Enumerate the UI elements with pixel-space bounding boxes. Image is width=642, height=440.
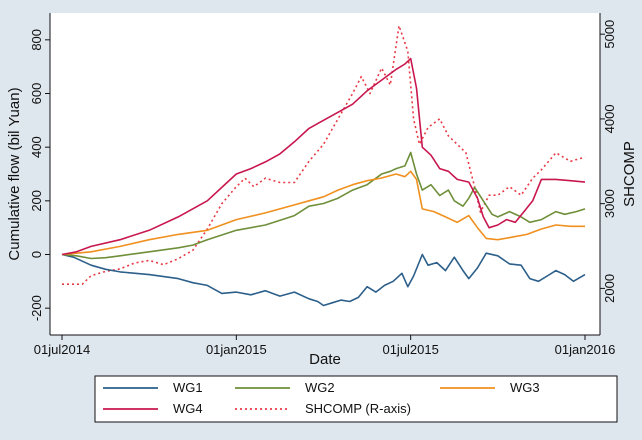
y-left-tick-label: -200: [29, 295, 44, 321]
legend-label: WG4: [173, 401, 203, 416]
series-line-wg1: [61, 252, 586, 307]
legend-label: WG3: [510, 380, 540, 395]
x-tick-label: 01jul2015: [382, 342, 438, 357]
series-line-wg4: [61, 57, 586, 256]
legend: WG1 WG2 WG3 WG4 SHCOMP (R-axis): [103, 380, 540, 416]
legend-box: [94, 375, 618, 423]
legend-label: WG2: [305, 380, 335, 395]
y-left-tick-label: 400: [29, 136, 44, 158]
y-left-tick-label: 0: [29, 251, 44, 258]
series-line-shcomp-r-axis: [62, 24, 586, 286]
series-layer: [61, 24, 586, 307]
y-right-tick-label: 5000: [602, 20, 617, 49]
plot-area: [50, 13, 600, 335]
y-right-tick-label: 3000: [602, 189, 617, 218]
ticks-layer: 01jul2014 01jan2015 01jul2015 01jan2016 800 6…: [29, 20, 617, 357]
y-left-tick-label: 600: [29, 83, 44, 105]
y-left-tick-label: 200: [29, 190, 44, 212]
series-line-wg2: [61, 151, 586, 260]
x-tick-label: 01jul2014: [34, 342, 90, 357]
y-left-tick-label: 800: [29, 29, 44, 51]
x-axis-title: Date: [309, 351, 341, 368]
x-tick-label: 01jan2015: [206, 342, 267, 357]
y-axis-left-title: Cumulative flow (bil Yuan): [6, 87, 23, 260]
series-line-wg3: [61, 170, 585, 256]
legend-label: SHCOMP (R-axis): [305, 401, 411, 416]
y-right-tick-label: 4000: [602, 104, 617, 133]
legend-label: WG1: [173, 380, 203, 395]
y-axis-right-title: SHCOMP: [621, 141, 638, 207]
x-tick-label: 01jan2016: [555, 342, 616, 357]
y-right-tick-label: 2000: [602, 274, 617, 303]
